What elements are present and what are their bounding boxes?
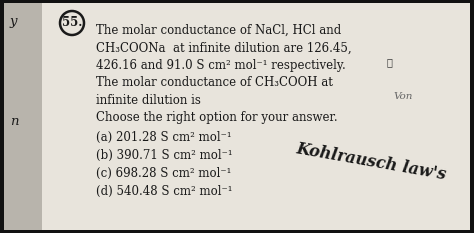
- Text: Von: Von: [393, 92, 412, 101]
- FancyBboxPatch shape: [4, 3, 42, 230]
- Text: (d) 540.48 S cm² mol⁻¹: (d) 540.48 S cm² mol⁻¹: [96, 185, 233, 198]
- Text: Kohlrausch law's: Kohlrausch law's: [295, 140, 448, 183]
- Text: The molar conductance of NaCl, HCl and: The molar conductance of NaCl, HCl and: [96, 24, 341, 37]
- Text: infinite dilution is: infinite dilution is: [96, 94, 201, 107]
- FancyBboxPatch shape: [4, 3, 470, 230]
- Text: (c) 698.28 S cm² mol⁻¹: (c) 698.28 S cm² mol⁻¹: [96, 167, 231, 180]
- Text: 55.: 55.: [62, 17, 82, 30]
- Text: Choose the right option for your answer.: Choose the right option for your answer.: [96, 112, 337, 124]
- Text: y: y: [10, 15, 18, 28]
- Text: 426.16 and 91.0 S cm² mol⁻¹ respectively.: 426.16 and 91.0 S cm² mol⁻¹ respectively…: [96, 59, 346, 72]
- Text: n: n: [10, 115, 18, 128]
- Text: CH₃COONa  at infinite dilution are 126.45,: CH₃COONa at infinite dilution are 126.45…: [96, 41, 352, 55]
- Text: (a) 201.28 S cm² mol⁻¹: (a) 201.28 S cm² mol⁻¹: [96, 131, 232, 144]
- Text: (b) 390.71 S cm² mol⁻¹: (b) 390.71 S cm² mol⁻¹: [96, 149, 233, 162]
- Text: The molar conductance of CH₃COOH at: The molar conductance of CH₃COOH at: [96, 76, 333, 89]
- Text: ✓: ✓: [387, 58, 393, 67]
